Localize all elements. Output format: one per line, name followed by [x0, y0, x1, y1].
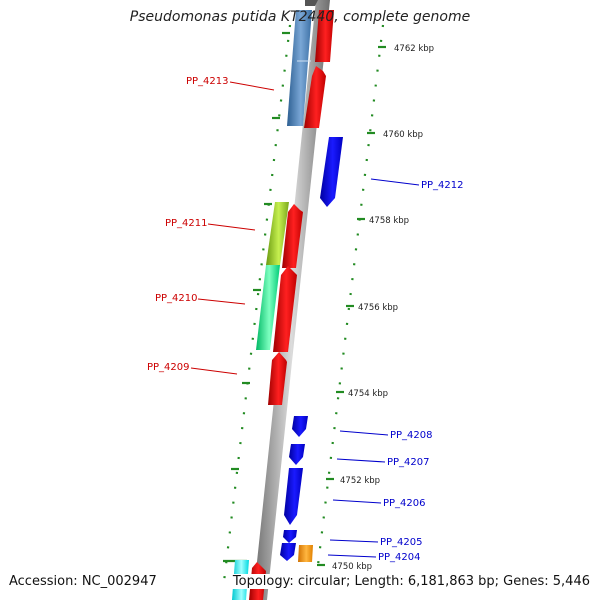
scale-label-4754: 4754 kbp: [348, 389, 388, 399]
cds-pp4213-a: [315, 10, 334, 62]
cds-pp4205: [283, 530, 297, 543]
top-arrow-marker: [305, 0, 318, 6]
map-title: Pseudomonas putida KT2440, complete geno…: [129, 9, 471, 25]
scale-label-4752: 4752 kbp: [340, 476, 380, 486]
gene-labels-forward: PP_4212 PP_4208 PP_4207 PP_4206 PP_4205 …: [327, 178, 464, 563]
cds-pp4212: [320, 137, 343, 207]
cog-feature-pp4213: [287, 10, 312, 126]
gene-labels-reverse: PP_4213 PP_4211 PP_4210 PP_4209: [147, 76, 275, 375]
gene-label-pp4213: PP_4213: [186, 76, 229, 87]
scale-labels: 4762 kbp 4760 kbp 4758 kbp 4756 kbp 4754…: [332, 44, 434, 572]
gene-label-pp4210: PP_4210: [155, 293, 198, 304]
cds-pp4207: [289, 444, 305, 465]
gene-label-pp4204: PP_4204: [378, 552, 421, 563]
scale-label-4750: 4750 kbp: [332, 562, 372, 572]
gene-label-pp4212: PP_4212: [421, 180, 464, 191]
scale-ticks-outer: [317, 45, 386, 567]
cds-pp4211: [282, 204, 303, 268]
gene-label-pp4205: PP_4205: [380, 537, 423, 548]
gene-label-pp4206: PP_4206: [383, 498, 426, 509]
scale-label-4762: 4762 kbp: [394, 44, 434, 54]
forward-cds-track: [280, 137, 343, 561]
cds-pp4213-b: [304, 66, 326, 128]
gene-label-pp4207: PP_4207: [387, 457, 430, 468]
cds-pp4210: [273, 266, 297, 352]
scale-label-4760: 4760 kbp: [383, 130, 423, 140]
cog-feature-pp4204-class: [298, 545, 313, 562]
cog-feature-pp4211: [266, 202, 289, 265]
gene-label-pp4211: PP_4211: [165, 218, 208, 229]
gene-label-pp4208: PP_4208: [390, 430, 433, 441]
cds-pp4204: [280, 543, 296, 561]
cds-pp4206: [284, 468, 303, 525]
scale-label-4756: 4756 kbp: [358, 303, 398, 313]
genome-summary: Topology: circular; Length: 6,181,863 bp…: [228, 574, 590, 589]
scale-label-4758: 4758 kbp: [369, 216, 409, 226]
cds-pp4208: [292, 416, 308, 437]
reverse-cds-track: [249, 10, 334, 600]
cog-ring: [232, 10, 313, 600]
gene-label-pp4209: PP_4209: [147, 362, 190, 373]
accession-label: Accession: NC_002947: [9, 574, 157, 589]
cog-feature-pp4210: [256, 265, 280, 350]
cds-pp4209: [268, 352, 287, 405]
